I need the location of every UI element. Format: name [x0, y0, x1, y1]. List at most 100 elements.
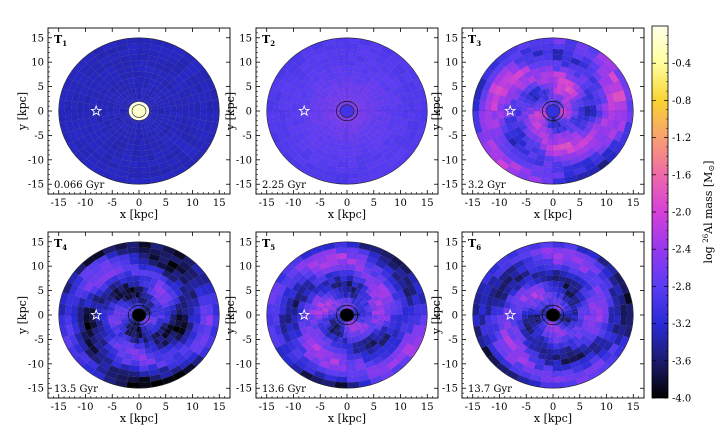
- disk-cell: [127, 376, 140, 383]
- disk-cell: [620, 110, 628, 122]
- disk-cell: [101, 105, 109, 112]
- sun-star-marker: [90, 308, 103, 321]
- colorbar-tick-label: -4.0: [672, 394, 691, 405]
- disk-cell: [607, 101, 616, 112]
- disk-cell: [127, 43, 140, 50]
- panel-label: T3: [468, 33, 481, 48]
- disk-cell: [552, 76, 560, 83]
- disk-cell: [130, 359, 140, 367]
- disk-cell: [138, 269, 147, 276]
- disk-cell: [131, 150, 140, 157]
- disk-cell: [128, 166, 140, 174]
- disk-cell: [346, 172, 359, 179]
- disk-cell: [346, 65, 355, 72]
- disk-cell: [543, 161, 554, 168]
- disk-cell: [552, 348, 560, 355]
- y-tick-label: 10: [445, 262, 458, 273]
- disk-cell: [552, 241, 566, 249]
- x-tick-label: 0: [136, 198, 142, 209]
- y-axis-label: y [kpc]: [430, 296, 443, 335]
- disk-cell: [478, 304, 486, 316]
- disk-cells: [266, 37, 428, 185]
- x-axis-label: x [kpc]: [534, 208, 572, 221]
- disk-cell: [552, 370, 564, 378]
- disk-cell: [335, 247, 348, 254]
- x-tick-label: 10: [186, 402, 199, 413]
- disk-cell: [544, 359, 554, 367]
- disk-cell: [138, 241, 152, 249]
- panel-label-sub: 1: [62, 39, 67, 48]
- disk-cell: [138, 177, 152, 185]
- disk-cell: [338, 59, 348, 67]
- disk-cell: [181, 314, 189, 323]
- y-tick-label: 15: [239, 237, 252, 248]
- disk-cell: [614, 305, 622, 316]
- disk-cell: [346, 155, 356, 163]
- disk-cell: [346, 43, 359, 50]
- disk-cell: [546, 71, 554, 78]
- center-core: [131, 104, 147, 118]
- disk-cell: [542, 166, 554, 174]
- disk-cell: [552, 150, 561, 157]
- disk-cell: [515, 105, 523, 112]
- center-ring: [335, 304, 359, 326]
- disk-cell: [138, 166, 150, 174]
- x-tick-label: -5: [107, 198, 117, 209]
- y-tick-label: -10: [28, 155, 44, 166]
- disk-cell: [290, 306, 299, 316]
- disk-cell: [187, 102, 196, 112]
- disk-cell: [334, 177, 348, 185]
- disk-cell: [206, 304, 214, 316]
- panel-4: -15 15 -10 10 -5 5 0 0 5 -5 10 -10 15 -15 x [kpc] y [kp…: [16, 231, 231, 425]
- disk-cell: [138, 359, 148, 367]
- disk-cell: [552, 65, 561, 72]
- disk-cell: [346, 71, 354, 78]
- disk-cells: [472, 241, 634, 389]
- disk-cell: [181, 307, 189, 316]
- colorbar-tick-label: -0.8: [672, 96, 691, 107]
- x-tick-label: 5: [163, 402, 169, 413]
- disk-cell: [70, 314, 78, 325]
- disk-cell: [546, 139, 554, 146]
- disk-cell: [278, 110, 286, 121]
- disk-cell: [371, 110, 379, 116]
- sun-star-marker: [298, 308, 311, 321]
- y-tick-label: -5: [448, 131, 458, 142]
- y-tick-label: -10: [28, 359, 44, 370]
- disk-cell: [82, 102, 91, 112]
- disk-cell: [284, 305, 293, 316]
- disk-cell: [138, 54, 149, 61]
- disk-cell: [583, 314, 591, 321]
- disk-cell: [107, 106, 115, 112]
- disk-cell: [490, 110, 499, 121]
- disk-cell: [626, 303, 634, 316]
- disk-cell: [540, 177, 554, 185]
- disk-cell: [614, 101, 622, 112]
- center-core: [545, 104, 561, 118]
- disk-cell: [577, 110, 585, 116]
- disk-cell: [187, 314, 196, 324]
- disk-cell: [76, 110, 85, 121]
- disk-outline: [58, 37, 220, 185]
- panel-label-sub: 3: [476, 39, 481, 48]
- disk-cell: [284, 314, 293, 325]
- disk-cell: [129, 54, 140, 61]
- disk-cell: [547, 133, 554, 140]
- disk-cell: [138, 37, 152, 45]
- disk-cell: [272, 304, 280, 316]
- disk-cell: [484, 314, 492, 325]
- disk-cell: [336, 370, 348, 378]
- disk-cell: [131, 65, 140, 72]
- disk-cell: [129, 365, 140, 372]
- x-tick-label: 0: [550, 402, 556, 413]
- disk-cell: [552, 252, 564, 260]
- disk-cell: [339, 150, 348, 157]
- disk-cell: [478, 110, 486, 122]
- colorbar-tick-label: -0.4: [672, 59, 691, 70]
- disk-cell: [420, 314, 428, 327]
- disk-cell: [315, 106, 323, 112]
- disk-cell: [346, 150, 355, 157]
- disk-cell: [383, 314, 391, 322]
- panel-label: T4: [54, 237, 67, 252]
- x-tick-label: 10: [394, 402, 407, 413]
